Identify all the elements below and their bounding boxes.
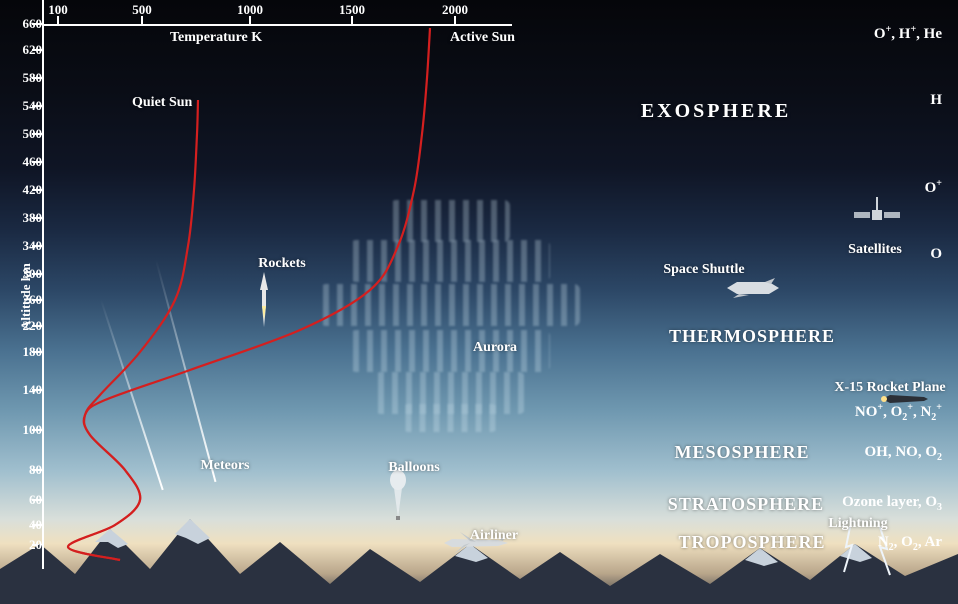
layer-label-mesosphere: MESOSPHERE — [674, 442, 809, 463]
rocket-icon — [255, 272, 273, 327]
balloon-icon — [388, 470, 408, 522]
temperature-tick-label: 1500 — [339, 2, 365, 18]
layer-label-troposphere: TROPOSPHERE — [678, 532, 825, 553]
layer-label-stratosphere: STRATOSPHERE — [668, 494, 824, 515]
altitude-tick-label: 660 — [0, 16, 42, 32]
temperature-tick-label: 2000 — [442, 2, 468, 18]
altitude-tick-label: 380 — [0, 210, 42, 226]
temperature-axis-title: Temperature K — [170, 30, 262, 46]
species-label: O+ — [925, 178, 942, 197]
phenomenon-label: Aurora — [473, 340, 517, 356]
phenomenon-label: Space Shuttle — [663, 262, 744, 278]
phenomenon-label: Balloons — [388, 460, 439, 476]
active-sun-label: Active Sun — [450, 30, 515, 46]
quiet-sun-label: Quiet Sun — [132, 95, 192, 111]
altitude-tick-label: 460 — [0, 154, 42, 170]
species-label: NO+, O2+, N2+ — [855, 402, 942, 423]
phenomenon-label: Lightning — [828, 516, 887, 532]
temperature-tick-label: 500 — [132, 2, 152, 18]
altitude-tick-label: 620 — [0, 42, 42, 58]
phenomenon-label: X-15 Rocket Plane — [834, 380, 945, 396]
phenomenon-label: Rockets — [258, 256, 305, 272]
altitude-tick-label: 20 — [0, 537, 42, 553]
altitude-tick-label: 260 — [0, 292, 42, 308]
species-label: O — [930, 246, 942, 263]
layer-label-thermosphere: THERMOSPHERE — [669, 326, 835, 347]
altitude-tick-label: 40 — [0, 517, 42, 533]
altitude-tick-label: 540 — [0, 98, 42, 114]
altitude-tick-label: 60 — [0, 492, 42, 508]
species-label: OH, NO, O2 — [864, 444, 942, 463]
altitude-tick-label: 420 — [0, 182, 42, 198]
phenomenon-label: Satellites — [848, 242, 902, 258]
satellite-icon — [852, 195, 902, 235]
altitude-tick-label: 500 — [0, 126, 42, 142]
phenomenon-label: Meteors — [201, 458, 250, 474]
altitude-tick-label: 180 — [0, 344, 42, 360]
species-label: H — [930, 92, 942, 109]
temperature-tick-label: 1000 — [237, 2, 263, 18]
temperature-tick-label: 100 — [48, 2, 68, 18]
phenomenon-label: Airliner — [470, 528, 518, 544]
altitude-tick-label: 580 — [0, 70, 42, 86]
species-label: O+, H+, He — [874, 24, 942, 43]
altitude-tick-label: 140 — [0, 382, 42, 398]
layer-label-exosphere: EXOSPHERE — [641, 100, 791, 123]
species-label: Ozone layer, O3 — [842, 494, 942, 513]
altitude-tick-label: 100 — [0, 422, 42, 438]
altitude-tick-label: 220 — [0, 318, 42, 334]
altitude-axis — [42, 0, 44, 569]
altitude-tick-label: 340 — [0, 238, 42, 254]
altitude-tick-label: 300 — [0, 266, 42, 282]
space-shuttle-icon — [725, 278, 780, 298]
altitude-tick-label: 80 — [0, 462, 42, 478]
temperature-axis — [42, 24, 512, 26]
species-label: N2, O2, Ar — [878, 534, 942, 553]
